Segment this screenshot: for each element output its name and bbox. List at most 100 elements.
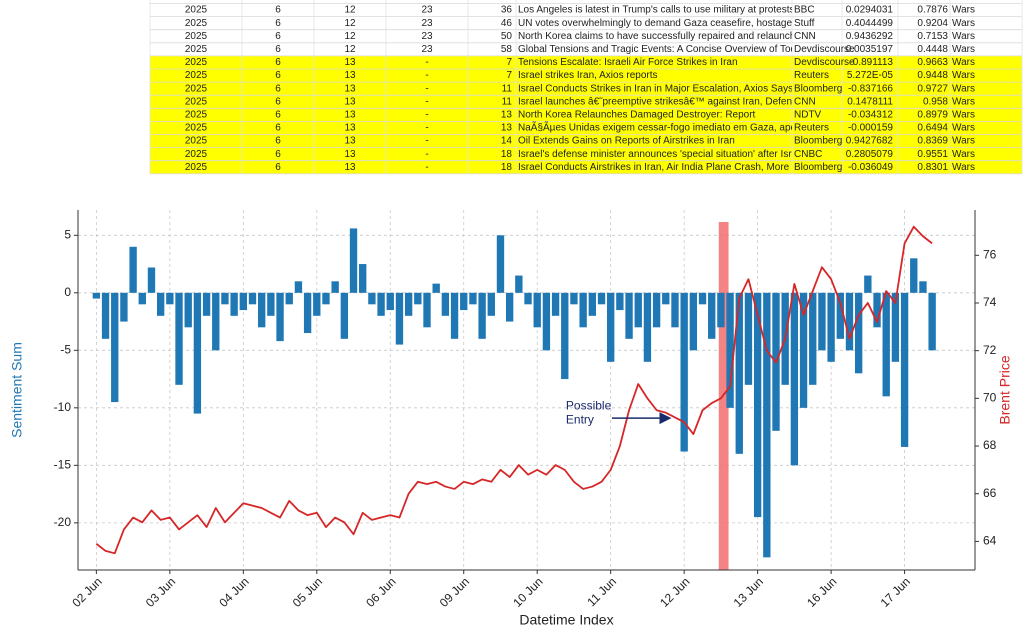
table-cell: Wars: [952, 18, 975, 29]
bar: [395, 292, 404, 345]
table-cell: 6: [275, 149, 281, 160]
annotation-text: Possible: [566, 398, 612, 412]
bar: [873, 292, 881, 328]
x-tick-label: 13 Jun: [731, 574, 766, 609]
bar: [441, 292, 450, 316]
table-cell: 2025: [185, 18, 208, 29]
bar: [175, 292, 183, 385]
table-cell: 0.0035197: [846, 44, 894, 55]
y2-axis-label: Brent Price: [997, 355, 1013, 424]
table-cell: 7: [506, 57, 512, 68]
table-cell: -: [425, 162, 428, 173]
table-cell: Bloomberg: [794, 162, 842, 173]
y2-tick-label: 66: [983, 486, 997, 500]
table-cell: -0.837166: [848, 83, 893, 94]
table-cell: 2025: [185, 123, 208, 134]
table-cell: -: [425, 123, 428, 134]
table-cell: 2025: [185, 149, 208, 160]
table-cell: BBC: [794, 5, 815, 16]
table-cell: UN votes overwhelmingly to demand Gaza c…: [518, 18, 812, 29]
x-tick-label: 04 Jun: [216, 574, 251, 609]
bar: [404, 292, 413, 316]
bar: [689, 292, 698, 351]
bar: [414, 292, 422, 305]
table-cell: 50: [501, 31, 513, 42]
table-cell: 12: [344, 5, 356, 16]
bar: [230, 292, 238, 316]
table-cell: 0.6494: [917, 123, 948, 134]
table-cell: -0.036049: [848, 162, 893, 173]
table-cell: Israel Conducts Airstrikes in Iran, Air …: [518, 162, 790, 173]
bar: [313, 292, 321, 316]
bar: [340, 292, 349, 339]
table-cell: -0.000159: [848, 123, 893, 134]
table-cell: 7: [506, 70, 512, 81]
table: 2025 6 12 23 36 Los Angeles is latest in Trum…: [149, 0, 1023, 175]
table-cell: 12: [344, 44, 356, 55]
table-cell: 23: [421, 44, 433, 55]
row-highlight: [150, 160, 1022, 174]
bar: [331, 281, 339, 293]
bar: [735, 292, 743, 454]
bar: [561, 292, 569, 380]
table-cell: 0.9204: [917, 18, 948, 29]
bar: [303, 292, 312, 334]
y2-tick-label: 76: [983, 247, 997, 261]
bar: [221, 292, 229, 305]
bar: [854, 292, 863, 374]
table-cell: Israel's defense minister announces 'spe…: [518, 149, 803, 160]
table-cell: 2025: [185, 83, 208, 94]
table-cell: Stuff: [794, 18, 815, 29]
bar: [138, 292, 146, 305]
bar: [790, 292, 799, 466]
y-axis-label: Sentiment Sum: [9, 342, 25, 438]
table-cell: 0.8369: [917, 136, 948, 147]
y2-tick-label: 68: [983, 438, 997, 452]
bar: [625, 292, 633, 339]
table-cell: 2025: [185, 162, 208, 173]
table-cell: 36: [501, 5, 513, 16]
table-cell: 6: [275, 44, 281, 55]
bar: [487, 292, 495, 316]
y-tick-label: -5: [60, 342, 71, 356]
table-cell: 2025: [185, 136, 208, 147]
bar: [551, 292, 560, 316]
bar: [698, 292, 707, 305]
row-highlight: [150, 95, 1022, 109]
bar: [809, 292, 817, 385]
x-tick-label: 10 Jun: [510, 574, 545, 609]
table-cell: 2025: [185, 31, 208, 42]
table-cell: Wars: [952, 162, 975, 173]
table-cell: 14: [501, 136, 513, 147]
table-cell: 12: [344, 31, 356, 42]
bar: [349, 228, 358, 293]
bar: [322, 292, 330, 305]
table-cell: Israel Conducts Strikes in Iran in Major…: [518, 83, 793, 94]
table-cell: 0.9551: [917, 149, 948, 160]
x-tick-label: 02 Jun: [69, 574, 104, 609]
bar: [248, 292, 257, 305]
table-cell: CNN: [794, 31, 816, 42]
table-cell: 23: [421, 31, 433, 42]
table-cell: 2025: [185, 96, 208, 107]
table-cell: 12: [344, 18, 356, 29]
table-cell: Bloomberg: [794, 136, 842, 147]
x-tick-label: 11 Jun: [584, 574, 619, 609]
bar: [496, 235, 505, 293]
table-cell: 6: [275, 109, 281, 120]
table-cell: 6: [275, 5, 281, 16]
row-highlight: [150, 108, 1022, 122]
table-cell: -0.034312: [848, 109, 893, 120]
table-cell: Global Tensions and Tragic Events: A Con…: [518, 44, 814, 55]
table-cell: Wars: [952, 44, 975, 55]
table-cell: Wars: [952, 83, 975, 94]
y2-tick-label: 64: [983, 534, 997, 548]
bar: [258, 292, 266, 328]
x-tick-label: 05 Jun: [290, 574, 325, 609]
table-cell: Wars: [952, 5, 975, 16]
table-cell: 6: [275, 136, 281, 147]
row-highlight: [150, 55, 1022, 69]
y-tick-label: 0: [64, 285, 71, 299]
x-tick-label: 12 Jun: [657, 574, 692, 609]
